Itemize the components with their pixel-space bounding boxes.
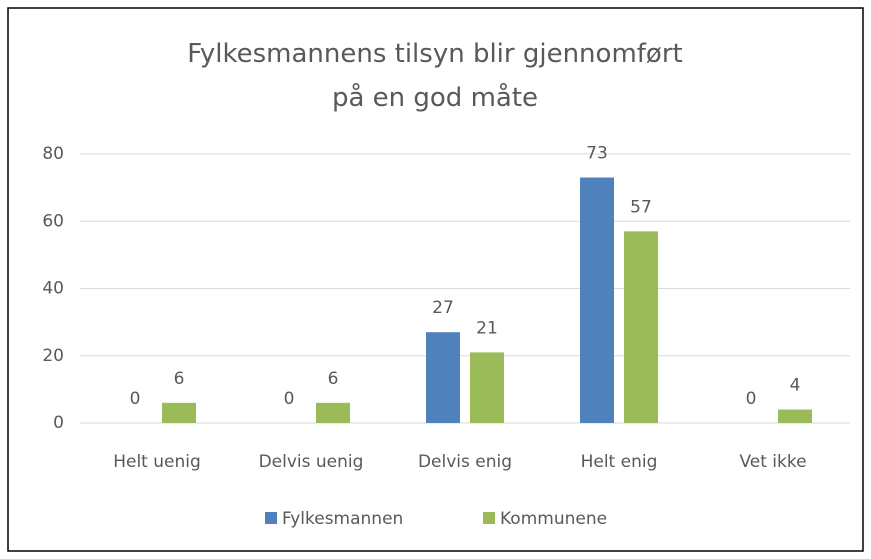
data-label: 73 bbox=[586, 144, 608, 164]
x-tick-label: Vet ikke bbox=[739, 452, 806, 472]
x-tick-label: Helt enig bbox=[581, 452, 658, 472]
bar bbox=[624, 231, 658, 423]
bar bbox=[470, 352, 504, 423]
data-label: 57 bbox=[630, 197, 652, 217]
data-label: 0 bbox=[746, 389, 757, 409]
legend-label: Kommunene bbox=[500, 509, 607, 529]
bar bbox=[162, 402, 196, 423]
legend-swatch bbox=[483, 512, 495, 524]
bar bbox=[778, 409, 812, 423]
chart-title: Fylkesmannens tilsyn blir gjennomført på… bbox=[187, 39, 683, 113]
y-tick-label: 80 bbox=[42, 144, 64, 164]
bar bbox=[580, 177, 614, 423]
y-tick-label: 40 bbox=[42, 279, 64, 299]
chart-border bbox=[7, 7, 864, 552]
data-label: 6 bbox=[328, 369, 339, 389]
bar bbox=[426, 332, 460, 423]
y-tick-label: 20 bbox=[42, 346, 64, 366]
legend-swatch bbox=[265, 512, 277, 524]
data-label: 21 bbox=[476, 318, 498, 338]
x-tick-label: Delvis enig bbox=[418, 452, 512, 472]
y-tick-label: 60 bbox=[42, 211, 64, 231]
data-label: 6 bbox=[174, 369, 185, 389]
bar bbox=[316, 402, 350, 423]
y-tick-label: 0 bbox=[53, 413, 64, 433]
data-label: 0 bbox=[130, 389, 141, 409]
x-tick-label: Delvis uenig bbox=[259, 452, 364, 472]
legend-label: Fylkesmannen bbox=[282, 509, 403, 529]
data-label: 4 bbox=[790, 376, 801, 396]
data-label: 27 bbox=[432, 298, 454, 318]
x-tick-label: Helt uenig bbox=[113, 452, 201, 472]
data-label: 0 bbox=[284, 389, 295, 409]
